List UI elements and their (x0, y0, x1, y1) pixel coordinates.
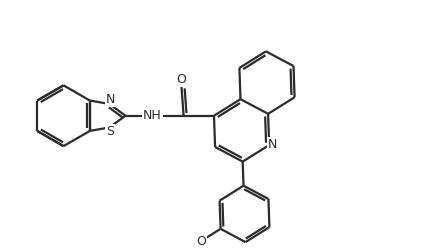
Text: O: O (196, 235, 206, 248)
Text: S: S (106, 125, 114, 138)
Text: NH: NH (143, 109, 162, 122)
Text: N: N (106, 93, 115, 106)
Text: N: N (268, 138, 277, 151)
Text: O: O (177, 73, 186, 86)
